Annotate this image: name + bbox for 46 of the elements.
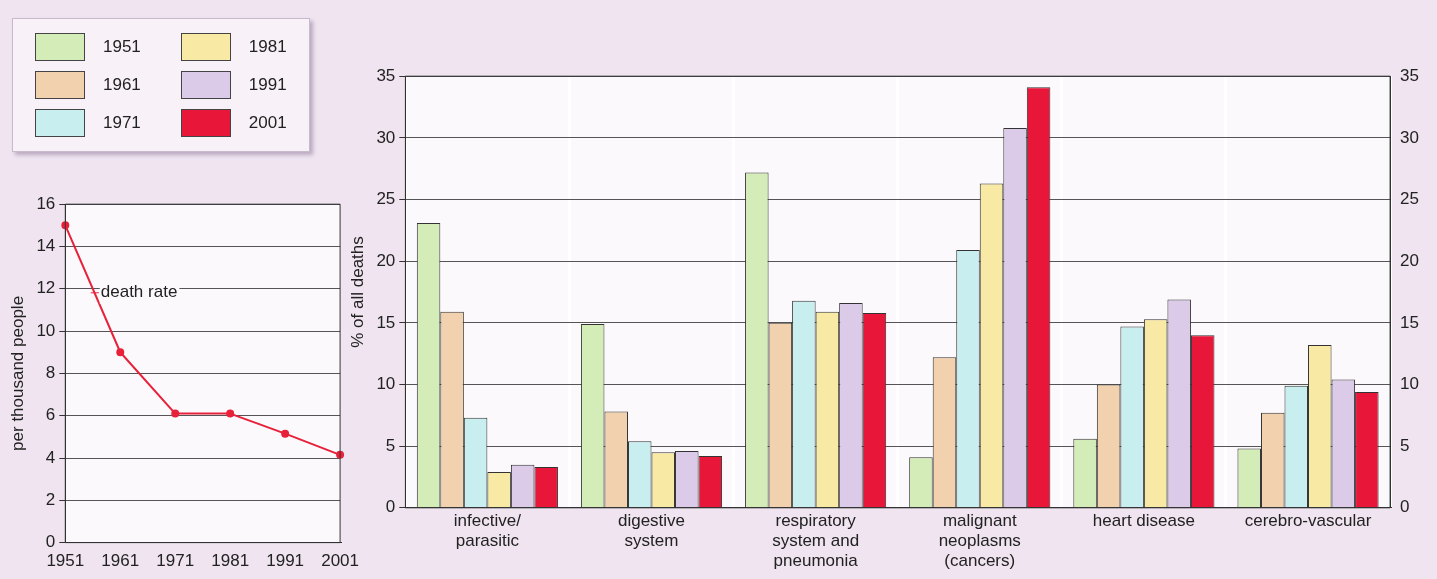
y-tick-label: 12: [36, 278, 56, 298]
y-tick-label: 25: [376, 189, 396, 209]
y-tick-label: 10: [36, 320, 56, 340]
x-tick-label: heart disease: [1092, 510, 1195, 530]
y-tick-label: 6: [45, 405, 56, 425]
x-tick-label: 1951: [46, 551, 85, 571]
y2-tick-label: 25: [1400, 189, 1420, 209]
x-tick-label: cerebro-vascular: [1244, 510, 1372, 530]
y-tick-label: 35: [376, 65, 396, 85]
y-tick-label: 10: [376, 374, 396, 394]
x-tick-label: 1961: [101, 551, 140, 571]
y-tick-label: 30: [376, 127, 396, 147]
legend-label: death rate: [100, 282, 178, 302]
y-tick-label: 5: [385, 435, 396, 455]
y-tick-label: 16: [36, 193, 56, 213]
x-tick-label: 2001: [321, 551, 359, 571]
y2-tick-label: 35: [1400, 65, 1420, 85]
y-axis-title: % of all deaths: [347, 236, 367, 348]
legend-label: 1991: [248, 75, 287, 95]
y-tick-label: 0: [385, 497, 396, 517]
legend-label: 1981: [248, 37, 287, 57]
x-tick-label: 1971: [156, 551, 195, 571]
y-tick-label: 15: [376, 312, 396, 332]
legend-label: 1951: [103, 37, 141, 57]
x-tick-label: respiratory system and pneumonia: [772, 510, 860, 571]
y-tick-label: 14: [36, 236, 56, 256]
y2-tick-label: 5: [1400, 435, 1410, 455]
y2-tick-label: 0: [1400, 497, 1410, 517]
y2-tick-label: 15: [1400, 312, 1420, 332]
y-tick-label: 0: [45, 532, 56, 552]
y-tick-label: 8: [45, 363, 56, 383]
x-tick-label: infective/parasitic: [453, 510, 522, 551]
x-tick-label: digestive system: [617, 510, 686, 551]
x-tick-label: malignant neoplasms (cancers): [938, 510, 1021, 571]
y-tick-label: 20: [376, 250, 396, 270]
y2-tick-label: 20: [1400, 250, 1420, 270]
y2-tick-label: 10: [1400, 374, 1420, 394]
y-axis-title: per thousand people: [7, 295, 27, 451]
legend-label: 1971: [103, 113, 141, 133]
y-tick-label: 4: [45, 447, 56, 467]
legend-label: 2001: [248, 113, 287, 133]
y2-tick-label: 30: [1400, 127, 1420, 147]
legend-label: 1961: [103, 75, 141, 95]
x-tick-label: 1991: [266, 551, 305, 571]
x-tick-label: 1981: [211, 551, 250, 571]
y-tick-label: 2: [45, 489, 56, 509]
